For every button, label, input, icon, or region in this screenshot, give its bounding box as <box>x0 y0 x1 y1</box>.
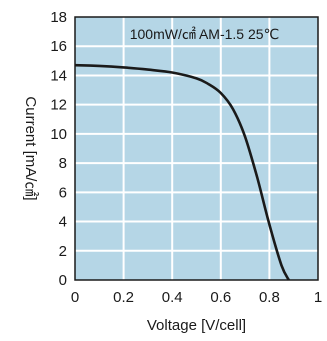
x-tick-label: 0.8 <box>259 289 280 306</box>
y-tick-label: 16 <box>50 38 67 55</box>
y-tick-label: 12 <box>50 97 67 114</box>
y-tick-label: 4 <box>59 214 67 231</box>
chart-title: 100mW/㎠ AM-1.5 25℃ <box>130 26 280 42</box>
x-tick-label: 1 <box>314 289 322 306</box>
y-tick-label: 10 <box>50 126 67 143</box>
iv-curve-series <box>74 63 290 281</box>
plot-background <box>75 17 318 280</box>
y-tick-label: 0 <box>59 272 67 289</box>
y-tick-label: 8 <box>59 155 67 172</box>
y-tick-label: 2 <box>59 243 67 260</box>
plot-frame <box>74 16 319 281</box>
y-tick-label: 18 <box>50 9 67 26</box>
y-tick-labels: 0 2 4 6 8 10 12 14 16 18 <box>50 9 67 289</box>
grid-lines <box>75 17 318 280</box>
x-tick-label: 0.4 <box>162 289 183 306</box>
y-tick-label: 14 <box>50 67 67 84</box>
x-axis-label: Voltage [V/cell] <box>147 317 246 334</box>
y-axis-label: Current [mA/㎠] <box>22 96 39 200</box>
x-tick-labels: 0 0.2 0.4 0.6 0.8 1 <box>71 289 322 306</box>
x-tick-label: 0 <box>71 289 79 306</box>
x-tick-label: 0.6 <box>210 289 231 306</box>
x-tick-label: 0.2 <box>113 289 134 306</box>
y-tick-label: 6 <box>59 184 67 201</box>
